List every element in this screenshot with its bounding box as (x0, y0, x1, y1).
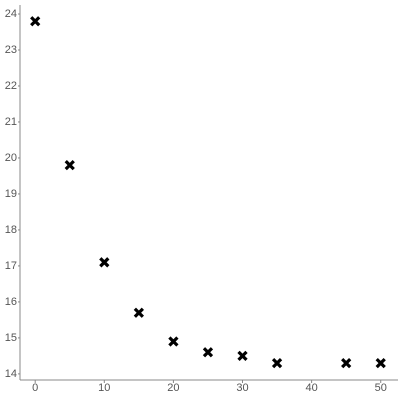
marker (237, 350, 248, 362)
marker (202, 347, 214, 358)
y-tick-label: 18 (5, 224, 17, 236)
marker (271, 357, 283, 369)
y-tick-label: 20 (5, 152, 17, 164)
x-tick-label: 10 (98, 382, 110, 394)
y-tick-label: 17 (5, 260, 17, 272)
marker (99, 257, 110, 268)
y-tick-label: 21 (5, 116, 17, 128)
marker (64, 160, 75, 171)
y-tick-label: 16 (5, 296, 17, 308)
x-tick-label: 0 (32, 382, 38, 394)
x-tick-label: 40 (305, 382, 317, 394)
y-tick-label: 19 (5, 188, 17, 200)
x-tick-label: 50 (375, 382, 387, 394)
y-tick-label: 15 (5, 332, 17, 344)
y-tick-label: 24 (5, 8, 17, 20)
marker (133, 307, 144, 318)
x-tick-label: 30 (236, 382, 248, 394)
marker (30, 16, 41, 27)
y-tick-label: 22 (5, 80, 17, 92)
marker (341, 357, 352, 369)
marker (375, 357, 386, 369)
marker (168, 336, 179, 347)
y-tick-label: 23 (5, 44, 17, 56)
y-tick-label: 14 (5, 368, 17, 380)
x-tick-label: 20 (167, 382, 179, 394)
